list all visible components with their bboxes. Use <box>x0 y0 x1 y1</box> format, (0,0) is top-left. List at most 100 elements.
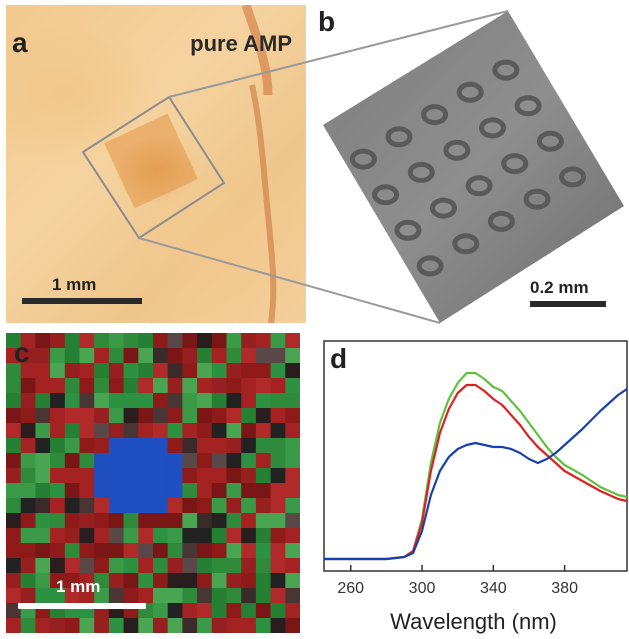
panel-b-scale-label: 0.2 mm <box>530 278 589 297</box>
map-pixel <box>270 573 286 589</box>
map-pixel <box>50 348 66 364</box>
map-pixel <box>94 378 110 394</box>
map-pixel <box>167 378 183 394</box>
map-pixel <box>94 618 110 633</box>
map-pixel <box>108 468 125 484</box>
map-pixel <box>35 573 51 589</box>
map-pixel <box>79 423 95 439</box>
map-pixel <box>20 468 36 484</box>
map-pixel <box>94 333 110 349</box>
map-pixel <box>50 438 66 454</box>
map-pixel <box>285 483 300 499</box>
panel-d-label: d <box>330 343 348 374</box>
spectrum-series-line-3 <box>324 388 628 561</box>
map-pixel <box>270 393 286 409</box>
map-pixel <box>211 543 227 559</box>
map-pixel <box>167 423 183 439</box>
map-pixel <box>50 363 66 379</box>
ring-feature <box>385 126 413 148</box>
map-pixel <box>153 528 169 544</box>
map-pixel <box>255 378 272 394</box>
map-pixel <box>255 333 272 349</box>
map-pixel <box>197 618 213 633</box>
map-pixel <box>64 453 80 469</box>
panel-b-label: b <box>318 6 336 37</box>
map-pixel <box>226 588 242 604</box>
map-pixel <box>241 438 257 454</box>
panel-a-scale-label: 1 mm <box>52 275 97 294</box>
map-pixel <box>6 573 22 589</box>
map-pixel <box>6 498 22 514</box>
map-pixel <box>138 393 154 409</box>
map-pixel <box>94 453 110 469</box>
map-pixel <box>153 498 169 514</box>
map-pixel <box>79 543 95 559</box>
map-pixel <box>285 558 300 574</box>
map-pixel <box>211 558 227 574</box>
map-pixel <box>79 513 95 529</box>
map-pixel <box>241 603 257 619</box>
map-pixel <box>94 423 110 439</box>
map-pixel <box>94 558 110 574</box>
map-pixel <box>123 333 139 349</box>
map-pixel <box>50 573 66 589</box>
map-pixel <box>6 378 22 394</box>
x-tick-label: 260 <box>337 580 364 597</box>
map-pixel <box>79 363 95 379</box>
map-pixel <box>153 453 169 469</box>
map-pixel <box>79 618 95 633</box>
map-pixel <box>79 573 95 589</box>
map-pixel <box>79 333 95 349</box>
panel-a-label: a <box>12 27 28 58</box>
map-pixel <box>153 348 169 364</box>
map-pixel <box>285 408 300 424</box>
map-pixel <box>197 543 213 559</box>
map-pixel <box>50 588 66 604</box>
map-pixel <box>64 513 80 529</box>
ring-feature <box>407 161 435 183</box>
map-pixel <box>182 528 198 544</box>
map-pixel <box>123 573 139 589</box>
map-pixel <box>6 333 22 349</box>
map-pixel <box>138 618 154 633</box>
map-pixel <box>241 498 257 514</box>
map-pixel <box>285 618 300 633</box>
map-pixel <box>211 498 227 514</box>
map-pixel <box>153 603 169 619</box>
map-pixel <box>6 423 22 439</box>
map-pixel <box>138 333 154 349</box>
map-pixel <box>108 393 125 409</box>
map-pixel <box>6 618 22 633</box>
map-pixel <box>64 483 80 499</box>
map-pixel <box>255 528 272 544</box>
map-pixel <box>35 618 51 633</box>
map-pixel <box>138 363 154 379</box>
map-pixel <box>64 423 80 439</box>
map-pixel <box>241 618 257 633</box>
map-pixel <box>197 423 213 439</box>
map-pixel <box>153 558 169 574</box>
map-pixel <box>153 363 169 379</box>
map-pixel <box>211 573 227 589</box>
sample-streak <box>249 84 277 323</box>
map-pixel <box>108 558 125 574</box>
map-pixel <box>182 513 198 529</box>
map-pixel <box>153 468 169 484</box>
map-pixel <box>182 468 198 484</box>
map-pixel <box>123 363 139 379</box>
map-pixel <box>123 528 139 544</box>
map-pixel <box>79 528 95 544</box>
map-pixel <box>35 393 51 409</box>
map-pixel <box>167 408 183 424</box>
map-pixel <box>211 468 227 484</box>
map-pixel <box>255 543 272 559</box>
map-pixel <box>197 603 213 619</box>
map-pixel <box>182 423 198 439</box>
map-pixel <box>138 468 154 484</box>
map-pixel <box>211 588 227 604</box>
map-pixel <box>226 573 242 589</box>
map-pixel <box>167 438 183 454</box>
map-pixel <box>285 588 300 604</box>
map-pixel <box>20 528 36 544</box>
spectrum-plot: 260 300 340 380 <box>323 340 628 597</box>
